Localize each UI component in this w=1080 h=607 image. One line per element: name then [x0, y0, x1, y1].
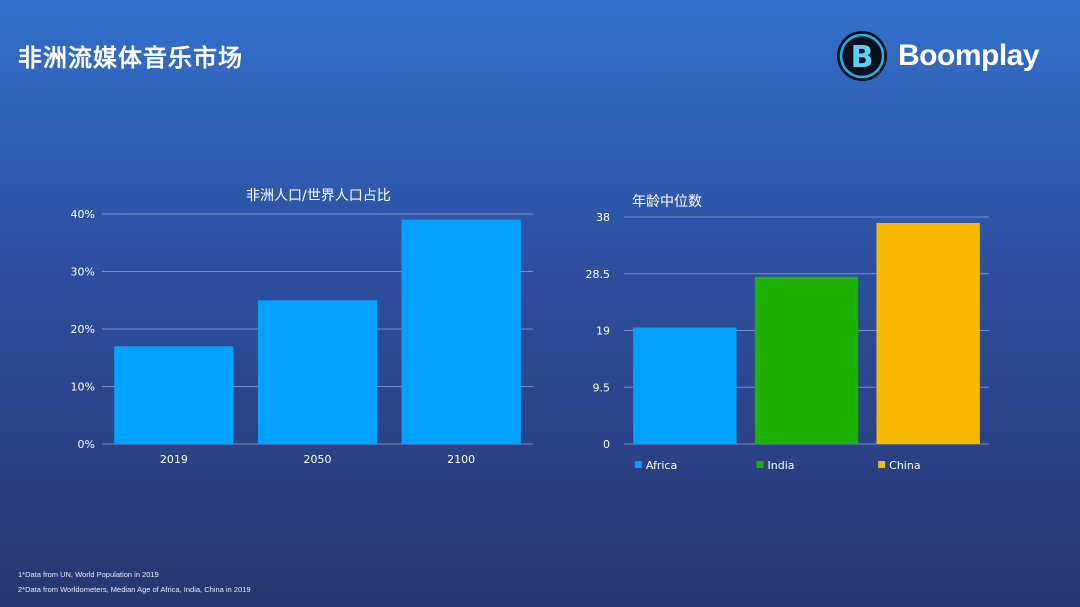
bar-africa	[633, 327, 737, 444]
bar-2019	[114, 346, 234, 444]
legend-label-africa: Africa	[646, 459, 677, 472]
x-tick-label: 2100	[447, 453, 475, 466]
bar-2050	[257, 300, 378, 444]
chart-2-title: 年龄中位数	[632, 194, 702, 210]
y-tick-label: 10%	[71, 381, 95, 394]
slide-title: 非洲流媒体音乐市场	[18, 44, 243, 72]
x-tick-label: 2050	[304, 453, 332, 466]
y-tick-label: 0%	[78, 438, 95, 451]
bar-india	[754, 276, 859, 444]
legend-label-india: India	[768, 459, 795, 472]
y-tick-label: 28.5	[586, 268, 611, 281]
boomplay-logo: B Boomplay	[836, 30, 1040, 82]
y-tick-label: 0	[603, 438, 610, 451]
boomplay-logo-icon: B	[837, 31, 887, 81]
y-tick-label: 20%	[71, 323, 95, 336]
legend-swatch-india	[756, 461, 764, 468]
brand-name: Boomplay	[898, 39, 1040, 72]
svg-text:B: B	[851, 40, 874, 75]
chart-1-title: 非洲人口/世界人口占比	[246, 188, 391, 204]
bar-china	[876, 222, 980, 444]
y-tick-label: 40%	[71, 208, 95, 221]
legend-swatch-china	[878, 461, 886, 468]
y-tick-label: 19	[596, 325, 610, 338]
x-tick-label: 2019	[160, 453, 188, 466]
legend-swatch-africa	[634, 461, 642, 468]
footnote-2: 2*Data from Worldometers, Median Age of …	[18, 585, 251, 594]
legend-label-china: China	[889, 459, 920, 472]
y-tick-label: 38	[596, 211, 610, 224]
y-tick-label: 30%	[71, 266, 95, 279]
y-tick-label: 9.5	[593, 381, 611, 394]
bar-2100	[401, 219, 521, 444]
footnote-1: 1*Data from UN, World Population in 2019	[18, 570, 159, 579]
